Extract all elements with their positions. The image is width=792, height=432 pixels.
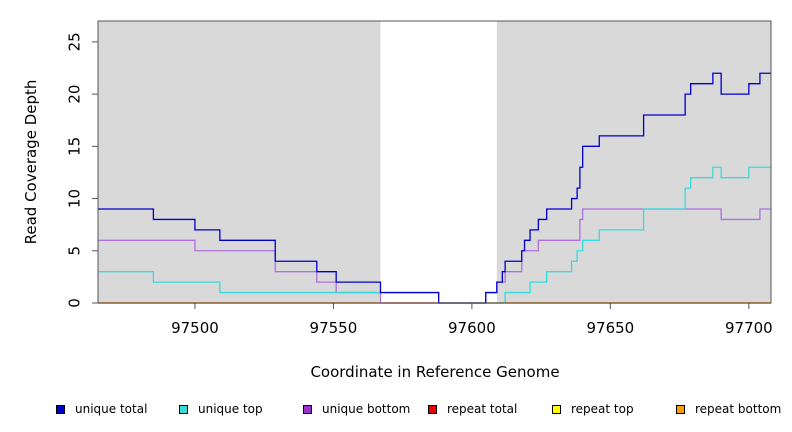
y-tick-label: 20 xyxy=(66,85,84,104)
legend-swatch xyxy=(179,404,188,414)
y-axis-label: Read Coverage Depth xyxy=(22,80,40,245)
y-tick-label: 10 xyxy=(66,189,84,208)
shaded-region xyxy=(98,21,381,303)
legend-item-unique-top: unique top xyxy=(179,398,263,420)
x-tick-label: 97500 xyxy=(171,319,219,337)
shaded-region xyxy=(496,21,771,303)
x-tick-label: 97600 xyxy=(448,319,496,337)
legend-swatch xyxy=(56,404,65,414)
legend-item-unique-bottom: unique bottom xyxy=(303,398,410,420)
legend-swatch xyxy=(552,404,561,414)
legend-item-repeat-total: repeat total xyxy=(428,398,517,420)
x-tick-label: 97650 xyxy=(587,319,635,337)
y-tick-label: 15 xyxy=(66,137,84,156)
legend-label: unique bottom xyxy=(322,402,411,416)
y-tick-label: 5 xyxy=(66,246,84,256)
legend-item-repeat-bottom: repeat bottom xyxy=(676,398,781,420)
legend: unique total unique top unique bottom re… xyxy=(0,398,792,420)
legend-label: unique total xyxy=(75,402,148,416)
legend-label: repeat bottom xyxy=(695,402,782,416)
y-tick-label: 25 xyxy=(66,32,84,51)
x-tick-label: 97700 xyxy=(725,319,773,337)
legend-swatch xyxy=(428,404,437,414)
legend-label: repeat top xyxy=(571,402,634,416)
x-axis-label: Coordinate in Reference Genome xyxy=(310,363,559,381)
shaded-regions xyxy=(98,21,771,303)
legend-label: unique top xyxy=(198,402,263,416)
legend-item-unique-total: unique total xyxy=(56,398,147,420)
x-tick-label: 97550 xyxy=(310,319,358,337)
series-line-unique-total xyxy=(98,72,771,304)
legend-swatch xyxy=(303,404,312,414)
legend-label: repeat total xyxy=(447,402,518,416)
y-tick-label: 0 xyxy=(66,298,84,308)
legend-item-repeat-top: repeat top xyxy=(552,398,634,420)
y-axis: 0 5 10 15 20 25 xyxy=(66,32,98,308)
x-axis: 97500 97550 97600 97650 97700 xyxy=(98,302,773,337)
legend-swatch xyxy=(676,404,685,414)
